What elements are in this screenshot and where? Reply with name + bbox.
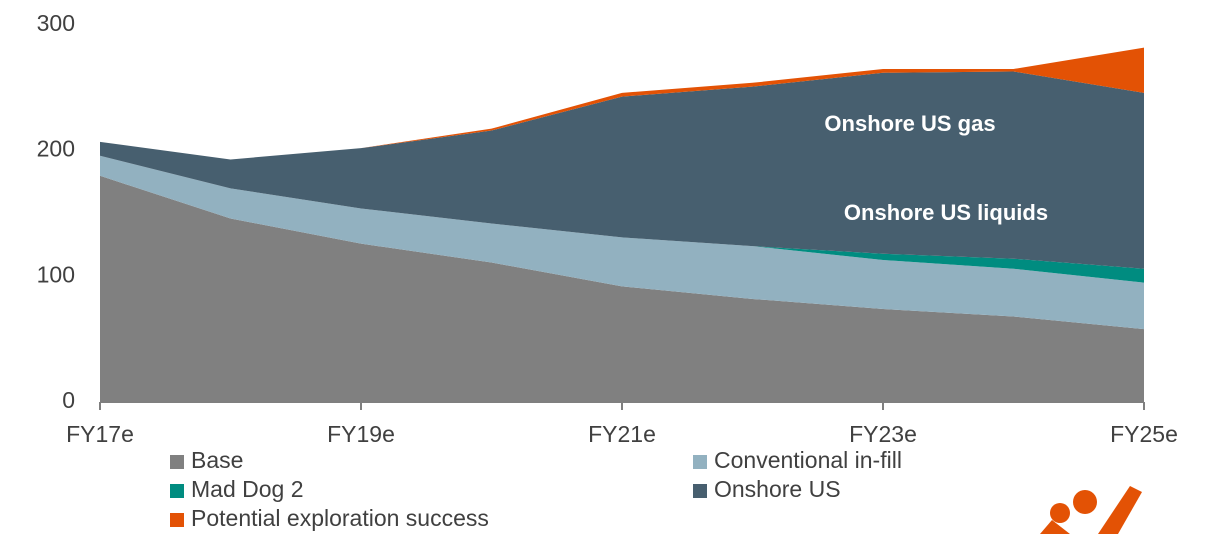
legend-swatch [170,513,184,527]
area [100,155,1144,330]
area [100,175,1144,402]
x-tick-label: FY25e [1110,421,1178,447]
x-tick-label: FY21e [588,421,656,447]
y-tick-label: 300 [37,10,75,36]
annotation: Onshore US gas [824,111,995,136]
annotation: Onshore US liquids [844,200,1048,225]
legend-label: Onshore US [714,476,841,502]
y-tick-label: 100 [37,261,75,287]
legend-label: Base [191,447,243,473]
legend-swatch [693,484,707,498]
legend-label: Conventional in-fill [714,447,902,473]
legend-label: Potential exploration success [191,505,489,531]
areas [100,47,1144,402]
y-tick-label: 200 [37,136,75,162]
x-tick-label: FY17e [66,421,134,447]
y-tick-label: 0 [62,387,75,413]
logo [1040,486,1142,534]
area [100,71,1144,269]
legend-swatch [170,455,184,469]
x-tick-label: FY23e [849,421,917,447]
legend-swatch [170,484,184,498]
x-tick-label: FY19e [327,421,395,447]
legend-label: Mad Dog 2 [191,476,304,502]
area [100,155,1144,283]
legend-swatch [693,455,707,469]
